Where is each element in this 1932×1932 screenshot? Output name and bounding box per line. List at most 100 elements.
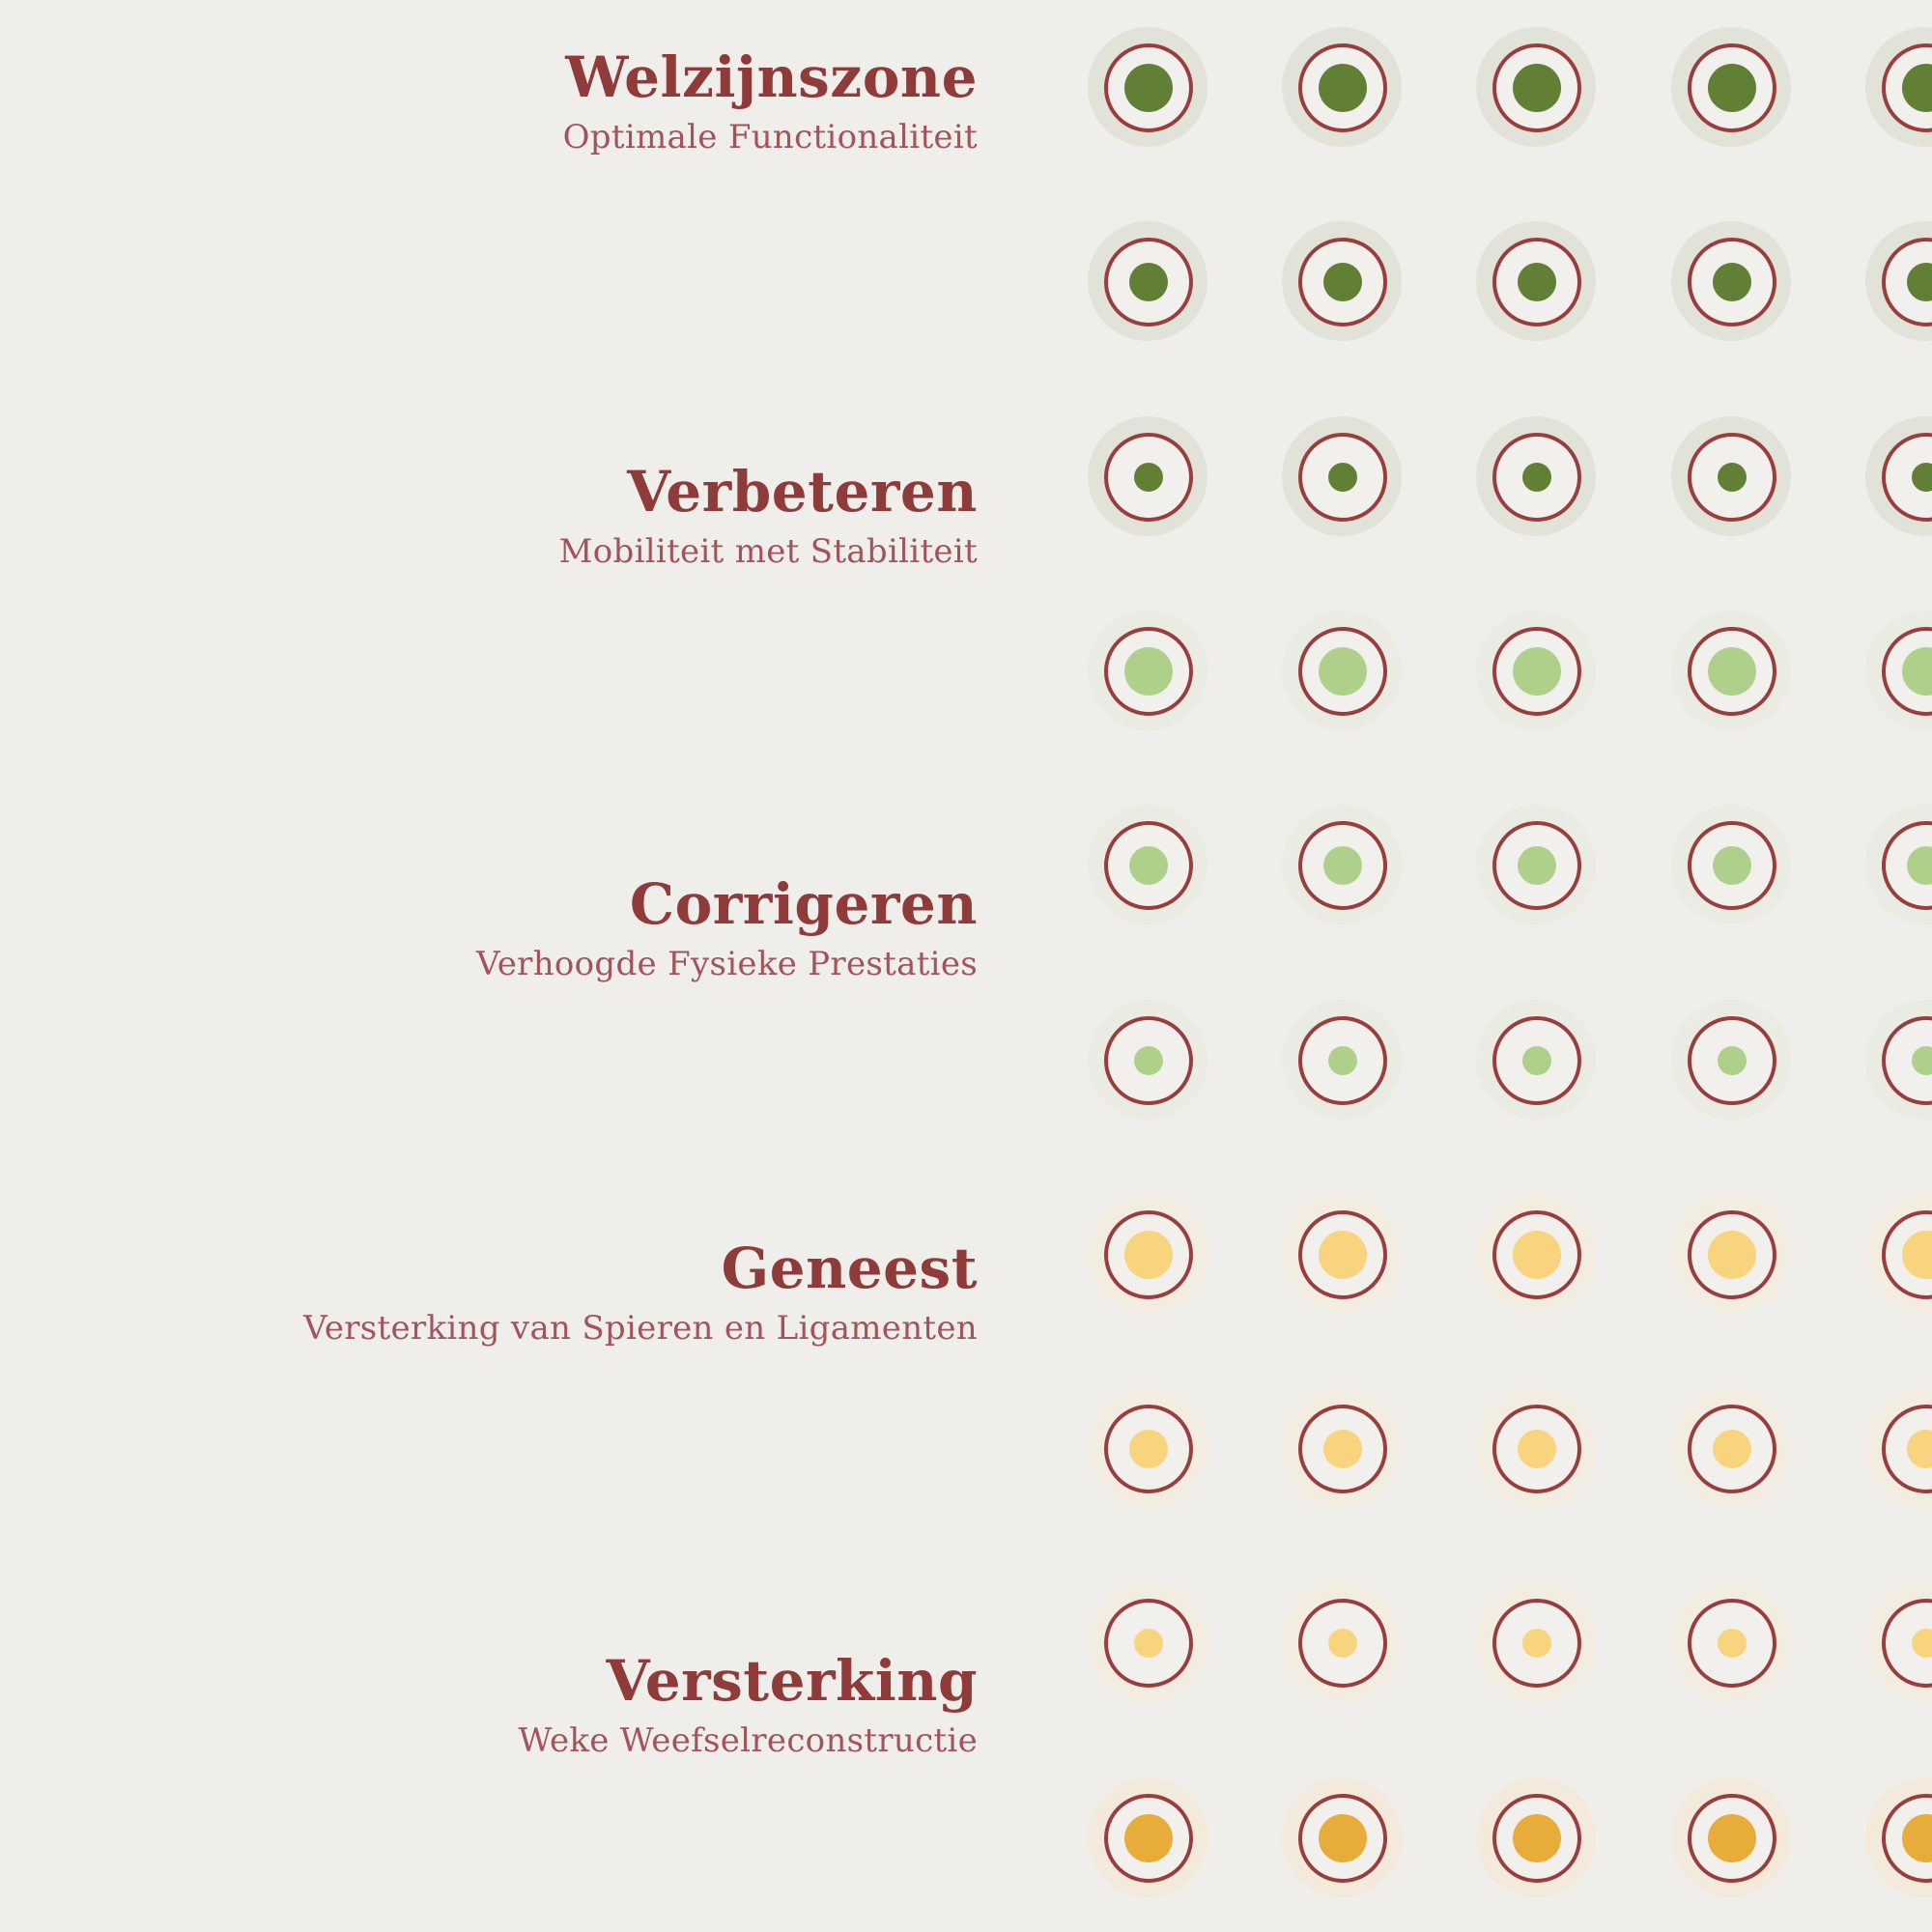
dot-core <box>1134 462 1163 492</box>
dot-ring <box>1882 43 1932 132</box>
dot-ring <box>1104 432 1193 522</box>
progress-dot <box>1476 1582 1596 1703</box>
progress-dot <box>1476 999 1596 1120</box>
progress-dot <box>1282 1388 1402 1509</box>
dot-ring <box>1688 821 1776 911</box>
zone-corrigeren: Corrigeren Verhoogde Fysieke Prestaties <box>476 873 978 983</box>
dot-ring <box>1104 626 1193 716</box>
dot-ring <box>1492 821 1581 911</box>
progress-dot <box>1865 1776 1932 1897</box>
dot-ring <box>1298 1793 1387 1883</box>
dot-core <box>1907 1430 1932 1469</box>
dot-ring <box>1298 1209 1387 1299</box>
zone-subtitle: Weke Weefselreconstructie <box>518 1721 978 1760</box>
dot-core <box>1124 1230 1173 1279</box>
progress-dot <box>1088 1776 1208 1897</box>
dot-core <box>1134 1629 1163 1659</box>
progress-dot <box>1865 1193 1932 1314</box>
dot-ring <box>1882 238 1932 327</box>
progress-dot <box>1282 610 1402 730</box>
zone-geneest: Geneest Versterking van Spieren en Ligam… <box>303 1237 978 1348</box>
dot-ring <box>1104 1209 1193 1299</box>
dot-ring <box>1104 1793 1193 1883</box>
dot-core <box>1902 64 1932 112</box>
dot-ring <box>1882 821 1932 911</box>
progress-dot <box>1088 610 1208 730</box>
dot-core <box>1319 1813 1367 1862</box>
zone-title: Corrigeren <box>629 871 978 937</box>
dot-ring <box>1492 1209 1581 1299</box>
progress-dot <box>1865 805 1932 925</box>
dot-ring <box>1104 1405 1193 1494</box>
progress-dot <box>1671 27 1791 147</box>
dot-core <box>1319 1230 1367 1279</box>
progress-dot <box>1476 1193 1596 1314</box>
progress-dot <box>1671 415 1791 536</box>
dot-core <box>1718 1629 1747 1659</box>
dot-core <box>1708 1813 1756 1862</box>
dot-ring <box>1104 238 1193 327</box>
dot-ring <box>1688 432 1776 522</box>
dot-ring <box>1882 1405 1932 1494</box>
progress-dot <box>1282 805 1402 925</box>
zone-versterking: Versterking Weke Weefselreconstructie <box>518 1650 978 1760</box>
dot-ring <box>1492 626 1581 716</box>
zone-welzijnszone: Welzijnszone Optimale Functionaliteit <box>563 46 978 156</box>
progress-dot <box>1282 27 1402 147</box>
dot-ring <box>1298 1599 1387 1689</box>
dot-core <box>1718 462 1747 492</box>
dot-ring <box>1882 1015 1932 1105</box>
dot-core <box>1124 64 1173 112</box>
dot-core <box>1912 462 1932 492</box>
progress-dot <box>1865 999 1932 1120</box>
dot-core <box>1907 846 1932 886</box>
progress-dot <box>1671 1193 1791 1314</box>
dot-ring <box>1688 1599 1776 1689</box>
dot-ring <box>1298 432 1387 522</box>
dot-core <box>1713 263 1751 302</box>
dot-ring <box>1882 1599 1932 1689</box>
progress-dot <box>1671 1582 1791 1703</box>
progress-dot <box>1282 1193 1402 1314</box>
dot-ring <box>1104 1599 1193 1689</box>
dot-ring <box>1298 43 1387 132</box>
dot-core <box>1522 462 1551 492</box>
progress-dot <box>1282 1582 1402 1703</box>
dot-core <box>1323 1430 1362 1469</box>
zone-verbeteren: Verbeteren Mobiliteit met Stabiliteit <box>559 461 978 571</box>
dot-core <box>1902 1230 1932 1279</box>
dot-core <box>1319 64 1367 112</box>
dot-ring <box>1298 1405 1387 1494</box>
progress-dot <box>1476 610 1596 730</box>
progress-dot <box>1088 999 1208 1120</box>
progress-dot <box>1088 1582 1208 1703</box>
progress-dot <box>1476 27 1596 147</box>
dot-core <box>1328 1045 1357 1075</box>
dot-ring <box>1882 432 1932 522</box>
progress-dot <box>1476 221 1596 342</box>
dot-ring <box>1492 1599 1581 1689</box>
progress-dot <box>1088 1388 1208 1509</box>
progress-dot <box>1865 610 1932 730</box>
dot-core <box>1522 1629 1551 1659</box>
dot-core <box>1129 1430 1168 1469</box>
dot-core <box>1328 1629 1357 1659</box>
progress-dot <box>1476 1776 1596 1897</box>
dot-ring <box>1688 626 1776 716</box>
dot-core <box>1323 846 1362 886</box>
dot-core <box>1124 646 1173 696</box>
dot-core <box>1907 263 1932 302</box>
dot-ring <box>1492 43 1581 132</box>
progress-dot <box>1282 221 1402 342</box>
progress-dot <box>1088 1193 1208 1314</box>
dot-core <box>1713 1430 1751 1469</box>
zone-subtitle: Verhoogde Fysieke Prestaties <box>475 945 978 983</box>
dot-core <box>1124 1813 1173 1862</box>
dot-ring <box>1688 1015 1776 1105</box>
zone-title: Welzijnszone <box>565 44 978 110</box>
progress-dot <box>1671 805 1791 925</box>
progress-dot <box>1865 415 1932 536</box>
dot-core <box>1902 1813 1932 1862</box>
progress-dot <box>1088 415 1208 536</box>
zone-subtitle: Optimale Functionaliteit <box>562 118 978 156</box>
